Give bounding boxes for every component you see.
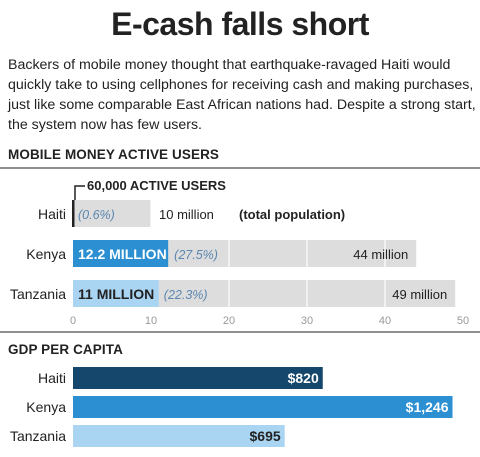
x-tick-label: 40 (379, 315, 391, 327)
gdp-category-label-haiti: Haiti (38, 370, 66, 386)
active-users-bar-tanzania (73, 280, 159, 307)
category-label-kenya: Kenya (26, 246, 66, 262)
population-label-kenya: 44 million (353, 247, 408, 262)
gdp-bar-kenya (73, 396, 453, 418)
population-bar-haiti (73, 200, 151, 227)
x-tick-label: 30 (301, 315, 313, 327)
gdp-section-title: GDP PER CAPITA (8, 342, 123, 357)
gdp-chart: Haiti $820 Kenya $1,246 Tanzania $695 (10, 367, 453, 447)
x-tick-label: 20 (223, 315, 235, 327)
category-label-haiti: Haiti (38, 206, 66, 222)
users-chart: 60,000 ACTIVE USERS Haiti Kenya Tanzania 12.… (10, 178, 469, 327)
gdp-bar-haiti (73, 367, 323, 389)
gdp-value-label-tanzania: $695 (250, 428, 281, 444)
gdp-category-label-tanzania: Tanzania (10, 428, 66, 444)
gdp-category-label-kenya: Kenya (26, 399, 66, 415)
active-users-label-tanzania: 11 MILLION (78, 286, 154, 302)
percent-label-tanzania: (22.3%) (164, 288, 208, 302)
annotation-bracket (74, 185, 85, 200)
gdp-value-label-haiti: $820 (288, 370, 319, 386)
x-tick-label: 50 (457, 315, 469, 327)
gdp-value-label-kenya: $1,246 (406, 399, 449, 415)
users-section-title: MOBILE MONEY ACTIVE USERS (8, 147, 220, 162)
chart-title: E-cash falls short (111, 6, 369, 42)
active-users-bar-kenya (73, 240, 169, 267)
percent-label-haiti: (0.6%) (78, 208, 115, 222)
active-users-label-kenya: 12.2 MILLION (78, 246, 167, 262)
gdp-bar-tanzania (73, 425, 285, 447)
population-note-haiti: (total population) (239, 207, 345, 222)
active-users-bar-haiti (72, 200, 75, 227)
x-tick-label: 0 (70, 315, 76, 327)
x-tick-label: 10 (145, 315, 157, 327)
annotation-active-users: 60,000 ACTIVE USERS (87, 178, 226, 193)
population-label-haiti: 10 million (159, 207, 214, 222)
category-label-tanzania: Tanzania (10, 286, 66, 302)
population-label-tanzania: 49 million (392, 287, 447, 302)
percent-label-kenya: (27.5%) (174, 248, 218, 262)
chart-description: Backers of mobile money thought that ear… (8, 57, 476, 133)
